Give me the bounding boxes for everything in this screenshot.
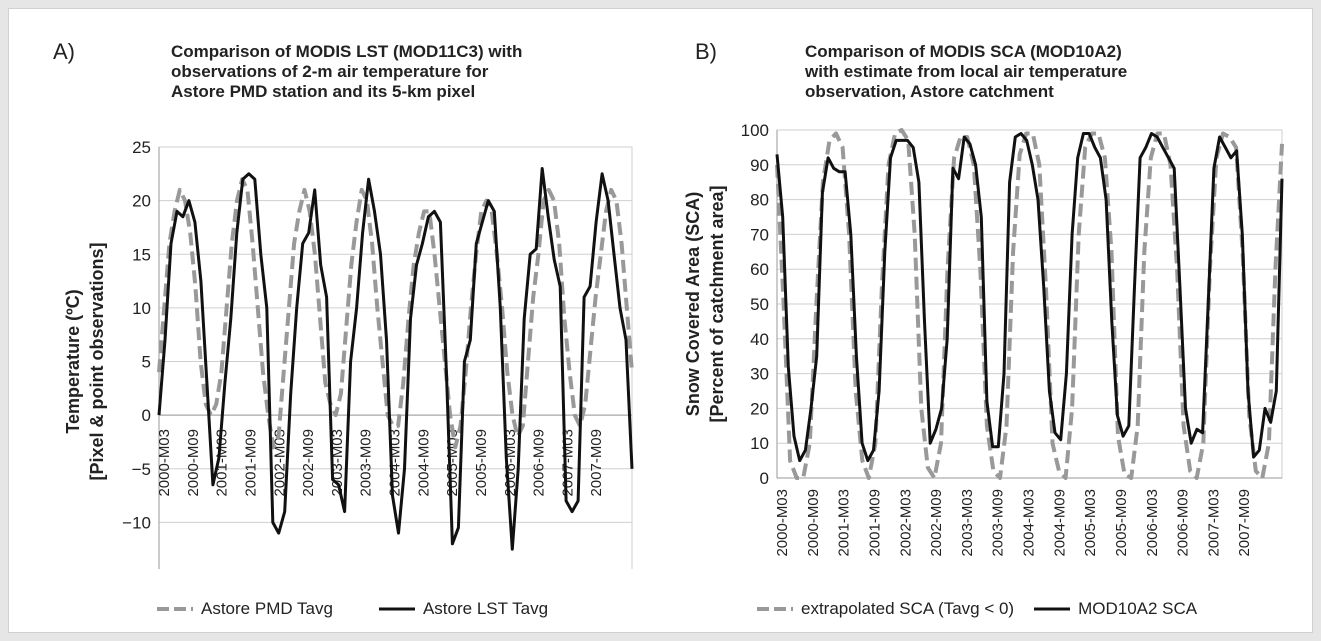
panel-a-title-line: observations of 2-m air temperature for [171, 62, 489, 81]
y-tick-label: 70 [750, 225, 769, 244]
x-tick-label: 2005-M09 [473, 429, 490, 497]
y-axis-title-line: Temperature (ºC) [63, 289, 83, 433]
legend-dashed-swatch [157, 607, 193, 611]
y-tick-label: 50 [750, 295, 769, 314]
panel-b-label: B) [695, 39, 717, 64]
x-tick-label: 2003-M09 [358, 429, 375, 497]
x-tick-label: 2002-M03 [897, 489, 914, 557]
x-tick-label: 2001-M09 [866, 489, 883, 557]
y-tick-label: 30 [750, 365, 769, 384]
y-tick-label: 90 [750, 156, 769, 175]
legend-item-extrapolated: extrapolated SCA (Tavg < 0) [755, 599, 1014, 619]
x-tick-label: 2002-M09 [928, 489, 945, 557]
x-tick-label: 2000-M03 [156, 429, 173, 497]
y-axis-title: Snow Covered Area (SCA) [Percent of catch… [683, 185, 727, 422]
y-tick-label: 0 [760, 469, 769, 488]
panel-b-title-line: with estimate from local air temperature [805, 62, 1128, 81]
series-line-dashed [775, 128, 1284, 480]
legend-label: MOD10A2 SCA [1078, 599, 1198, 618]
x-tick-label: 2007-M09 [588, 429, 605, 497]
panel-a-title-line: Astore PMD station and its 5-km pixel [171, 82, 476, 101]
y-axis-title-line: Snow Covered Area (SCA) [683, 192, 703, 416]
x-tick-label: 2005-M03 [1082, 489, 1099, 557]
x-tick-label: 2006-M09 [1175, 489, 1192, 557]
y-tick-label: 20 [132, 192, 151, 211]
x-tick-label: 2000-M09 [805, 489, 822, 557]
chart-a-temperature: −15 −10 −5 0 5 10 15 20 25 2000-M03 2000-M09 2001-M… [63, 138, 634, 569]
y-tick-label: 60 [750, 260, 769, 279]
x-tick-label: 2001-M03 [214, 429, 231, 497]
legend-a: Astore PMD Tavg Astore LST Tavg [155, 599, 592, 619]
y-tick-label: 40 [750, 330, 769, 349]
y-tick-label: 80 [750, 191, 769, 210]
y-tick-label: −15 [122, 567, 151, 569]
x-tick-label: 2002-M09 [300, 429, 317, 497]
y-tick-label: 25 [132, 138, 151, 157]
y-tick-label: −10 [122, 513, 151, 532]
legend-dashed-swatch [757, 607, 793, 611]
figure-frame: A) Comparison of MODIS LST (MOD11C3) wit… [8, 8, 1313, 633]
x-tick-label: 2005-M09 [1113, 489, 1130, 557]
series-line-solid [157, 167, 634, 551]
panel-a-label: A) [53, 39, 75, 64]
y-tick-label: 20 [750, 399, 769, 418]
y-tick-label: 100 [741, 121, 769, 140]
x-tick-label: 2003-M09 [990, 489, 1007, 557]
legend-solid-swatch [378, 607, 415, 611]
legend-item-pmd: Astore PMD Tavg [155, 599, 333, 619]
legend-label: Astore PMD Tavg [201, 599, 333, 618]
legend-item-lst: Astore LST Tavg [377, 599, 548, 619]
x-tick-label: 2007-M09 [1236, 489, 1253, 557]
panel-a-title: Comparison of MODIS LST (MOD11C3) with o… [171, 42, 522, 102]
x-tick-label: 2003-M03 [959, 489, 976, 557]
x-tick-label: 2006-M03 [1144, 489, 1161, 557]
series-line-dashed [157, 177, 634, 450]
x-tick-label: 2006-M09 [531, 429, 548, 497]
x-tick-label: 2004-M09 [1051, 489, 1068, 557]
x-tick-label: 2004-M09 [415, 429, 432, 497]
x-tick-label: 2000-M09 [185, 429, 202, 497]
x-tick-label: 2007-M03 [559, 429, 576, 497]
x-tick-label: 2000-M03 [774, 489, 791, 557]
panel-b-title-line: Comparison of MODIS SCA (MOD10A2) [805, 42, 1122, 61]
series-line-solid [775, 132, 1284, 463]
chart-b-snow-cover: 0 10 20 30 40 50 60 70 80 90 100 2000-M03 2000-M09 20… [683, 121, 1284, 557]
legend-label: extrapolated SCA (Tavg < 0) [801, 599, 1015, 618]
legend-label: Astore LST Tavg [422, 599, 549, 618]
x-tick-label: 2001-M09 [242, 429, 259, 497]
panel-b-title-line: observation, Astore catchment [805, 82, 1054, 101]
legend-item-mod10a2: MOD10A2 SCA [1032, 599, 1197, 619]
y-tick-label: 15 [132, 245, 151, 264]
y-axis-title-line: [Percent of catchment area] [707, 185, 727, 422]
y-axis-title-line: [Pixel & point observations] [87, 242, 107, 480]
legend-b: extrapolated SCA (Tavg < 0) MOD10A2 SCA [755, 599, 1241, 619]
panel-a-title-line: Comparison of MODIS LST (MOD11C3) with [171, 42, 523, 61]
y-tick-label: −5 [132, 460, 151, 479]
y-tick-label: 10 [750, 434, 769, 453]
y-axis-title: Temperature (ºC) [Pixel & point observati… [63, 242, 107, 480]
y-tick-label: 0 [142, 406, 151, 425]
x-tick-label: 2007-M03 [1205, 489, 1222, 557]
y-tick-label: 5 [142, 353, 151, 372]
panel-b-title: Comparison of MODIS SCA (MOD10A2) with e… [805, 42, 1127, 102]
x-tick-label: 2001-M03 [836, 489, 853, 557]
y-tick-label: 10 [132, 299, 151, 318]
legend-solid-swatch [1034, 607, 1071, 611]
x-tick-label: 2004-M03 [1021, 489, 1038, 557]
